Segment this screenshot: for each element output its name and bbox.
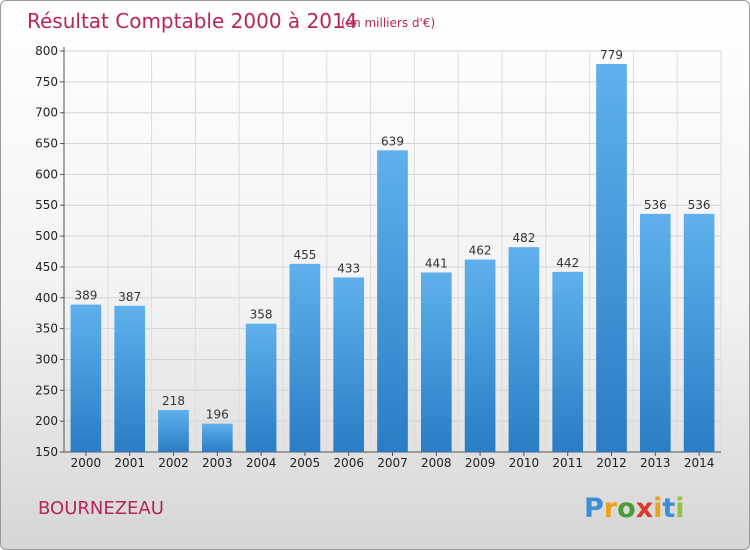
- x-tick-label-2005: 2005: [290, 456, 321, 470]
- y-tick-label: 650: [35, 137, 58, 151]
- proxiti-logo: Proxiti: [584, 493, 685, 524]
- y-tick-label: 400: [35, 291, 58, 305]
- data-label-2010: 482: [512, 231, 535, 245]
- bar-2006: [333, 277, 365, 452]
- logo-letter: o: [617, 493, 636, 524]
- logo-letter: P: [584, 493, 604, 524]
- x-tick-label-2007: 2007: [377, 456, 408, 470]
- x-tick-label-2010: 2010: [509, 456, 540, 470]
- data-label-2007: 639: [381, 134, 404, 148]
- y-tick-label: 600: [35, 167, 58, 181]
- bar-2014: [683, 213, 715, 452]
- data-label-2004: 358: [250, 308, 273, 322]
- y-tick-label: 450: [35, 260, 58, 274]
- y-tick-label: 800: [35, 44, 58, 58]
- logo-letter: x: [636, 493, 653, 524]
- bar-2011: [552, 271, 584, 452]
- data-label-2002: 218: [162, 394, 185, 408]
- logo-letter: i: [675, 493, 684, 524]
- x-tick-label-2009: 2009: [465, 456, 496, 470]
- x-tick-label-2006: 2006: [333, 456, 364, 470]
- bar-2012: [596, 63, 627, 452]
- data-label-2013: 536: [644, 198, 667, 212]
- bar-2008: [420, 272, 452, 452]
- data-label-2014: 536: [688, 198, 711, 212]
- data-label-2006: 433: [337, 261, 360, 275]
- y-tick-label: 550: [35, 198, 58, 212]
- x-tick-label-2014: 2014: [684, 456, 715, 470]
- data-label-2005: 455: [293, 248, 316, 262]
- data-label-2001: 387: [118, 290, 141, 304]
- x-tick-label-2013: 2013: [640, 456, 671, 470]
- logo-letter: r: [604, 493, 618, 524]
- commune-name: BOURNEZEAU: [38, 498, 164, 519]
- bar-2010: [508, 247, 540, 452]
- data-label-2008: 441: [425, 256, 448, 270]
- data-label-2000: 389: [74, 289, 97, 303]
- y-tick-label: 750: [35, 75, 58, 89]
- logo-letter: t: [662, 493, 675, 524]
- axes: 150 200 250 300 350 400 450 500 550 600 650 700 750 8…: [35, 44, 721, 470]
- y-tick-label: 350: [35, 322, 58, 336]
- y-tick-label: 200: [35, 414, 58, 428]
- data-label-2011: 442: [556, 256, 579, 270]
- bar-2009: [464, 259, 496, 452]
- chart-title: Résultat Comptable 2000 à 2014: [27, 9, 357, 33]
- bar-2000: [70, 304, 102, 452]
- y-tick-label: 150: [35, 445, 58, 459]
- bar-2007: [377, 150, 408, 452]
- grid: [63, 50, 722, 453]
- y-tick-label: 250: [35, 383, 58, 397]
- y-tick-label: 700: [35, 106, 58, 120]
- data-label-2009: 462: [469, 244, 492, 258]
- x-tick-label-2004: 2004: [246, 456, 277, 470]
- bar-2004: [245, 323, 277, 452]
- x-tick-label-2000: 2000: [71, 456, 102, 470]
- y-tick-label: 500: [35, 229, 58, 243]
- bars: [70, 63, 715, 452]
- x-tick-label-2003: 2003: [202, 456, 233, 470]
- bar-2003: [201, 423, 233, 452]
- bar-2013: [639, 213, 671, 452]
- x-tick-label-2002: 2002: [158, 456, 189, 470]
- bar-2002: [158, 410, 189, 452]
- x-tick-label-2008: 2008: [421, 456, 452, 470]
- x-tick-label-2011: 2011: [552, 456, 583, 470]
- data-label-2003: 196: [206, 408, 229, 422]
- chart-subtitle: (en milliers d'€): [341, 16, 435, 30]
- bar-2001: [114, 305, 146, 452]
- data-labels: 389 387 218 196 358 455 433 639 441 462 482 442 779 5…: [74, 48, 710, 422]
- x-tick-label-2012: 2012: [596, 456, 627, 470]
- x-tick-label-2001: 2001: [114, 456, 145, 470]
- logo-letter: i: [653, 493, 662, 524]
- bar-2005: [289, 263, 321, 452]
- y-tick-label: 300: [35, 352, 58, 366]
- data-label-2012: 779: [600, 48, 623, 62]
